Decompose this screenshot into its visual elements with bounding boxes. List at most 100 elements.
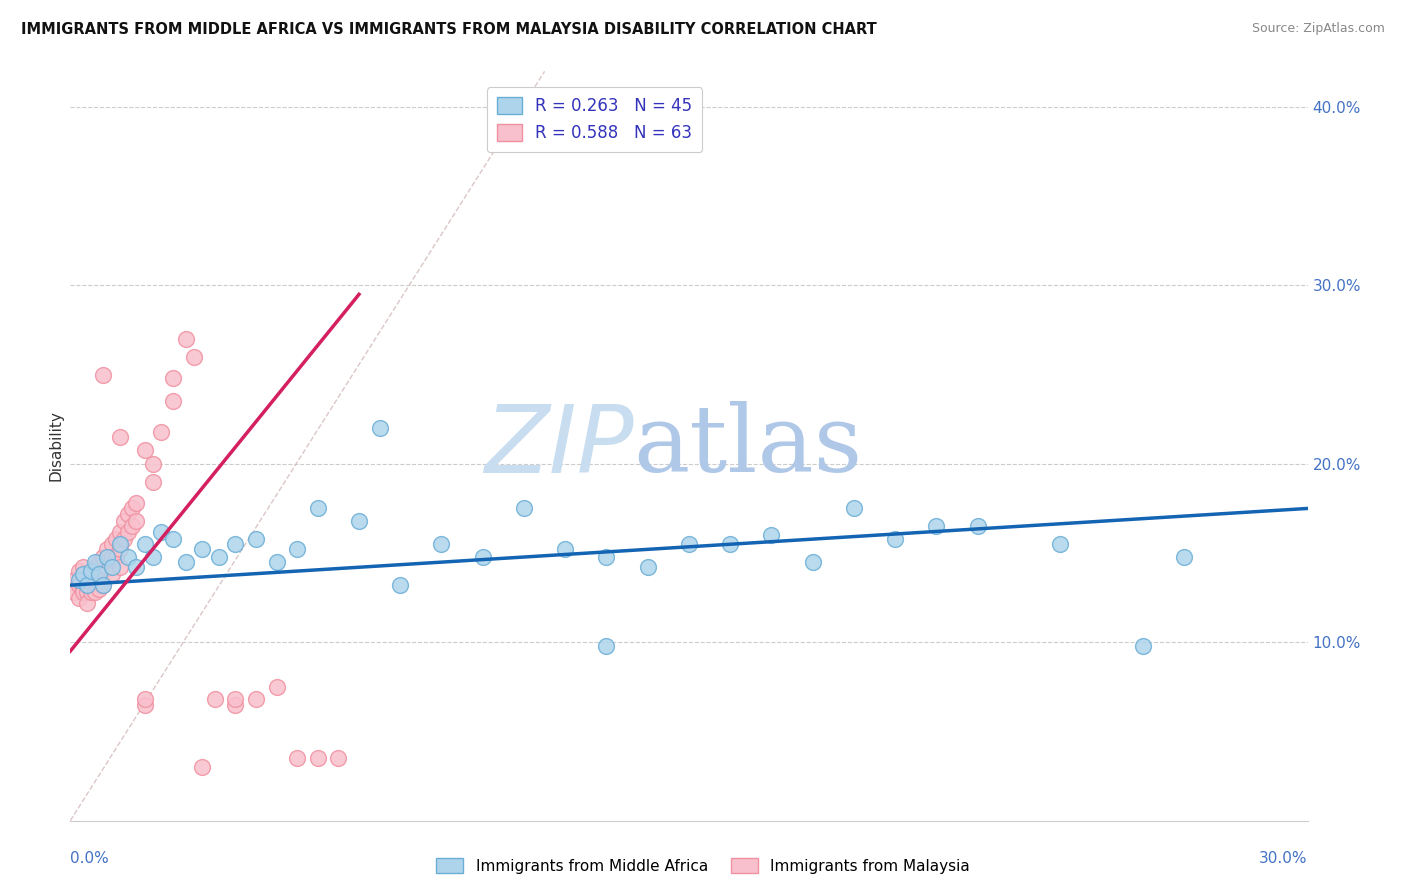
Point bbox=[1049, 537, 1071, 551]
Point bbox=[89, 567, 111, 582]
Point bbox=[117, 507, 139, 521]
Point bbox=[637, 560, 659, 574]
Point bbox=[91, 368, 114, 382]
Point bbox=[72, 560, 94, 574]
Point bbox=[150, 524, 173, 539]
Point bbox=[266, 555, 288, 569]
Point bbox=[134, 442, 156, 457]
Point bbox=[266, 680, 288, 694]
Point bbox=[125, 514, 148, 528]
Point bbox=[842, 501, 865, 516]
Point bbox=[224, 698, 246, 712]
Point bbox=[761, 528, 783, 542]
Point bbox=[100, 567, 122, 582]
Point bbox=[108, 537, 131, 551]
Point bbox=[67, 564, 90, 578]
Point bbox=[117, 549, 139, 564]
Point bbox=[96, 549, 118, 564]
Point bbox=[208, 549, 231, 564]
Point bbox=[67, 573, 90, 587]
Point bbox=[718, 537, 741, 551]
Point bbox=[471, 549, 494, 564]
Point bbox=[108, 542, 131, 557]
Point bbox=[142, 549, 165, 564]
Point bbox=[91, 578, 114, 592]
Y-axis label: Disability: Disability bbox=[48, 410, 63, 482]
Point bbox=[134, 692, 156, 706]
Point bbox=[134, 537, 156, 551]
Point bbox=[884, 532, 907, 546]
Point bbox=[80, 567, 103, 582]
Point bbox=[174, 555, 197, 569]
Point bbox=[224, 692, 246, 706]
Point bbox=[72, 582, 94, 596]
Point bbox=[89, 555, 111, 569]
Point bbox=[368, 421, 391, 435]
Point bbox=[142, 457, 165, 471]
Point bbox=[104, 549, 127, 564]
Point bbox=[96, 542, 118, 557]
Point bbox=[307, 751, 329, 765]
Text: 0.0%: 0.0% bbox=[70, 851, 110, 865]
Point bbox=[678, 537, 700, 551]
Text: 30.0%: 30.0% bbox=[1260, 851, 1308, 865]
Point bbox=[162, 371, 184, 385]
Point bbox=[191, 542, 214, 557]
Point bbox=[89, 567, 111, 582]
Point bbox=[84, 560, 107, 574]
Point bbox=[117, 524, 139, 539]
Point bbox=[595, 549, 617, 564]
Point bbox=[80, 564, 103, 578]
Point bbox=[80, 585, 103, 599]
Point bbox=[112, 514, 135, 528]
Point bbox=[91, 564, 114, 578]
Text: IMMIGRANTS FROM MIDDLE AFRICA VS IMMIGRANTS FROM MALAYSIA DISABILITY CORRELATION: IMMIGRANTS FROM MIDDLE AFRICA VS IMMIGRA… bbox=[21, 22, 877, 37]
Point bbox=[84, 585, 107, 599]
Point bbox=[285, 751, 308, 765]
Point bbox=[84, 555, 107, 569]
Point bbox=[91, 549, 114, 564]
Point bbox=[72, 567, 94, 582]
Point bbox=[96, 560, 118, 574]
Point bbox=[67, 578, 90, 592]
Point bbox=[224, 537, 246, 551]
Point bbox=[347, 514, 370, 528]
Point bbox=[125, 496, 148, 510]
Point bbox=[389, 578, 412, 592]
Point bbox=[245, 692, 267, 706]
Point bbox=[76, 596, 98, 610]
Legend: Immigrants from Middle Africa, Immigrants from Malaysia: Immigrants from Middle Africa, Immigrant… bbox=[430, 852, 976, 880]
Text: Source: ZipAtlas.com: Source: ZipAtlas.com bbox=[1251, 22, 1385, 36]
Point bbox=[142, 475, 165, 489]
Point bbox=[307, 501, 329, 516]
Point bbox=[191, 760, 214, 774]
Point bbox=[245, 532, 267, 546]
Point bbox=[285, 542, 308, 557]
Point bbox=[121, 501, 143, 516]
Point bbox=[104, 532, 127, 546]
Point bbox=[150, 425, 173, 439]
Point bbox=[80, 582, 103, 596]
Point bbox=[121, 519, 143, 533]
Text: atlas: atlas bbox=[633, 401, 862, 491]
Point bbox=[63, 573, 86, 587]
Point bbox=[63, 585, 86, 599]
Point bbox=[513, 501, 536, 516]
Point bbox=[554, 542, 576, 557]
Point bbox=[328, 751, 350, 765]
Point bbox=[112, 532, 135, 546]
Point bbox=[162, 532, 184, 546]
Point bbox=[174, 332, 197, 346]
Point bbox=[183, 350, 205, 364]
Point bbox=[801, 555, 824, 569]
Point bbox=[100, 537, 122, 551]
Point bbox=[966, 519, 988, 533]
Point bbox=[595, 639, 617, 653]
Point bbox=[1132, 639, 1154, 653]
Text: ZIP: ZIP bbox=[484, 401, 633, 491]
Point bbox=[1173, 549, 1195, 564]
Point bbox=[134, 698, 156, 712]
Point bbox=[108, 430, 131, 444]
Point bbox=[204, 692, 226, 706]
Point bbox=[89, 582, 111, 596]
